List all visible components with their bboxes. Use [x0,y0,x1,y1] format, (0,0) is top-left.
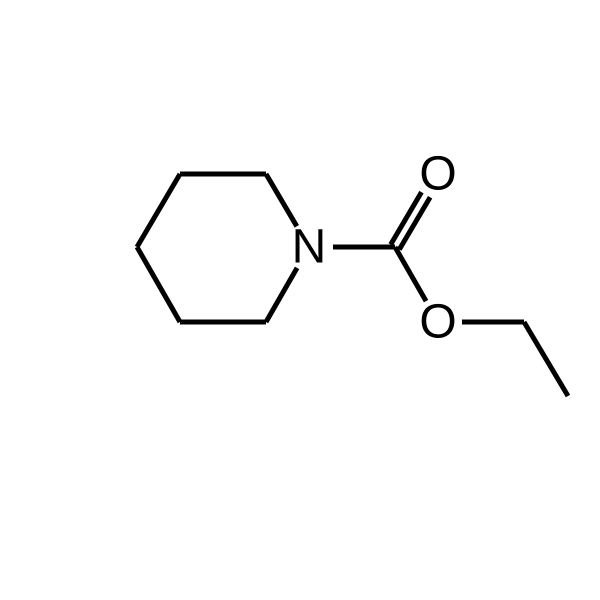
atom-label-o: O [419,296,456,349]
bond [266,268,297,322]
molecule-diagram: N O O [0,0,600,600]
bond [137,247,180,322]
bond [395,247,426,301]
bond [524,322,568,396]
bond [137,174,180,247]
atom-label-n: N [292,221,327,274]
atom-label-o: O [419,148,456,201]
bond [266,174,297,226]
